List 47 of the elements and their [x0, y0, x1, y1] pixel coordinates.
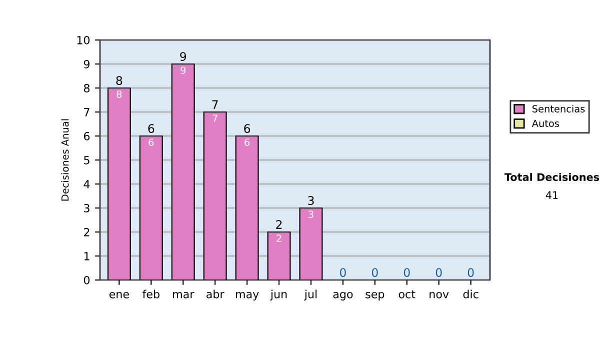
- y-tick-label: 7: [84, 108, 90, 116]
- y-tick-label: 8: [84, 84, 90, 92]
- data-label: 2: [276, 234, 282, 242]
- total-label: 0: [404, 268, 410, 277]
- legend-label: Autos: [532, 120, 560, 128]
- x-tick-label: abr: [206, 290, 224, 298]
- y-tick-label: 6: [84, 132, 90, 140]
- total-label: 2: [276, 220, 282, 229]
- y-tick-label: 0: [84, 276, 90, 284]
- text: Total Decisiones: [504, 172, 600, 182]
- text: 41: [546, 191, 558, 199]
- y-axis-title: Decisiones Anual: [61, 119, 69, 201]
- total-label: 0: [340, 268, 346, 277]
- total-label: 6: [148, 124, 154, 133]
- x-tick-label: ene: [109, 292, 129, 298]
- total-label: 3: [308, 196, 314, 205]
- x-tick-label: ago: [333, 292, 353, 300]
- y-tick-label: 4: [84, 180, 90, 188]
- y-tick-label: 5: [84, 156, 90, 164]
- x-tick-label: jun: [270, 290, 287, 300]
- legend-label: Sentencias: [532, 104, 585, 112]
- data-label: 3: [308, 210, 314, 218]
- total-label: 6: [244, 124, 250, 133]
- y-tick-label: 3: [84, 204, 90, 212]
- data-label: 7: [212, 114, 218, 122]
- total-label: 0: [372, 268, 378, 277]
- y-tick-label: 9: [84, 60, 90, 68]
- data-label: 9: [180, 66, 186, 74]
- y-tick-label: 10: [77, 36, 90, 44]
- total-label: 8: [116, 76, 122, 85]
- x-tick-label: sep: [366, 292, 384, 300]
- data-label: 8: [116, 90, 122, 98]
- y-tick-label: 2: [84, 228, 90, 236]
- x-tick-label: jul: [304, 290, 317, 300]
- x-tick-label: dic: [463, 290, 478, 298]
- total-label: 0: [436, 268, 442, 277]
- y-tick-label: 1: [84, 252, 90, 260]
- x-tick-label: oct: [398, 290, 416, 298]
- x-tick-label: nov: [430, 292, 449, 298]
- x-tick-label: may: [236, 292, 259, 300]
- x-tick-label: mar: [173, 292, 194, 298]
- total-label: 7: [212, 100, 218, 109]
- total-label: 0: [468, 268, 474, 277]
- x-tick-label: feb: [142, 290, 160, 298]
- data-label: 6: [244, 138, 250, 146]
- data-label: 6: [148, 138, 154, 146]
- total-label: 9: [180, 52, 186, 61]
